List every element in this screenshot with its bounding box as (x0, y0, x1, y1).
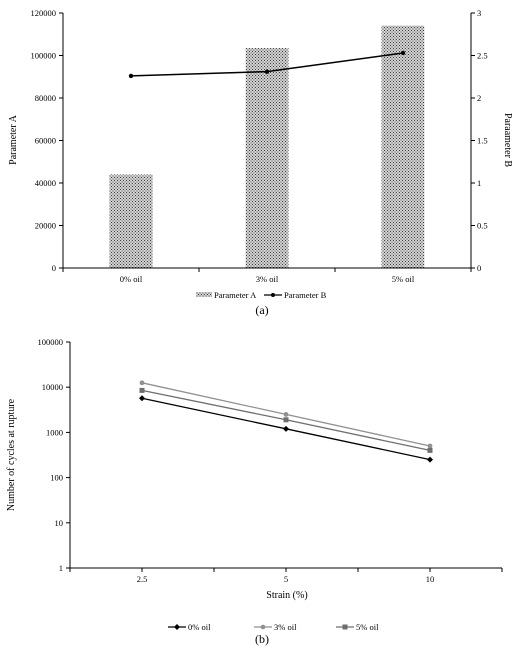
y-tick-label: 40000 (35, 178, 56, 188)
point-0-oil-10 (427, 456, 433, 463)
point-3-oil-10 (427, 443, 433, 449)
legend-marker-parameter-b (271, 293, 275, 297)
point-5-oil-5 (283, 417, 289, 423)
x-tick-label: 2.5 (137, 574, 148, 584)
y-tick-label: 1000 (46, 427, 63, 437)
chart-a-y2-ticks: 0 0.5 1 1.5 2 2.5 3 (471, 8, 488, 273)
y-tick-label: 120000 (31, 8, 57, 18)
chart-b-x-ticks: 2.5 5 10 (137, 574, 435, 584)
y2-tick-label: 1 (477, 178, 481, 188)
chart-b-legend: 0% oil 3% oil 5% oil (168, 622, 379, 632)
chart-b-panel-label: (b) (255, 632, 269, 646)
chart-a: 0 20000 40000 60000 80000 100000 120000 0 0.5 1 1… (8, 8, 513, 317)
chart-a-line-series (128, 50, 406, 79)
chart-a-legend: Parameter A Parameter B (196, 290, 327, 300)
x-tick-label: 5 (284, 574, 288, 584)
chart-b-series (139, 380, 433, 463)
y2-tick-label: 0.5 (477, 221, 488, 231)
y2-tick-label: 0 (477, 263, 481, 273)
point-parameter-b-3-oil (264, 69, 270, 74)
legend-label-parameter-a: Parameter A (214, 290, 257, 300)
chart-a-panel-label: (a) (255, 303, 268, 317)
y-tick-label: 10 (55, 518, 64, 528)
point-0-oil-5 (283, 425, 289, 432)
y-tick-label: 10000 (42, 382, 63, 392)
chart-a-y2-axis-title: Paraameter B (502, 113, 513, 167)
chart-a-x-ticks: 0% oil 3% oil 5% oil (62, 268, 472, 284)
y-tick-label: 1 (59, 563, 63, 573)
x-tick-label: 0% oil (120, 274, 143, 284)
point-5-oil-10 (427, 447, 433, 453)
chart-a-y-ticks: 0 20000 40000 60000 80000 100000 120000 (31, 8, 63, 273)
chart-a-bars (109, 25, 425, 268)
chart-b-y-ticks: 1 10 100 1000 10000 100000 (38, 337, 70, 573)
y-tick-label: 20000 (35, 221, 56, 231)
y-tick-label: 100000 (31, 51, 57, 61)
bar-parameter-a-0-oil (109, 174, 153, 268)
y2-tick-label: 2 (477, 93, 481, 103)
point-parameter-b-5-oil (400, 50, 406, 56)
y2-tick-label: 3 (477, 8, 481, 18)
y-tick-label: 100 (50, 473, 63, 483)
legend-label-0-oil: 0% oil (188, 622, 211, 632)
x-tick-label: 5% oil (392, 274, 415, 284)
point-3-oil-2-5 (139, 380, 145, 386)
point-0-oil-2-5 (139, 395, 145, 402)
y-tick-label: 100000 (38, 337, 64, 347)
x-tick-label: 3% oil (256, 274, 279, 284)
bar-parameter-a-3-oil (245, 48, 289, 268)
chart-b-x-minor-ticks (69, 568, 503, 572)
legend-marker-5-oil (342, 624, 348, 630)
legend-swatch-parameter-a (196, 292, 212, 297)
y2-tick-label: 2.5 (477, 51, 488, 61)
legend-label-5-oil: 5% oil (356, 622, 379, 632)
chart-a-y-axis-title: Parameter A (8, 114, 19, 164)
x-tick-label: 10 (426, 574, 435, 584)
legend-label-3-oil: 3% oil (274, 622, 297, 632)
point-3-oil-5 (283, 412, 289, 417)
chart-b-x-axis-title: Strain (%) (266, 590, 307, 601)
bar-parameter-a-5-oil (381, 25, 425, 268)
y-tick-label: 80000 (35, 93, 56, 103)
y-tick-label: 0 (52, 263, 56, 273)
chart-b-y-axis-title: Number of cycles at rupture (6, 398, 17, 511)
legend-marker-0-oil (174, 624, 180, 630)
legend-label-parameter-b: Parameter B (284, 290, 327, 300)
y-tick-label: 60000 (35, 136, 56, 146)
point-parameter-b-0-oil (128, 73, 134, 79)
point-5-oil-2-5 (139, 387, 145, 393)
legend-marker-3-oil (260, 624, 266, 630)
y2-tick-label: 1.5 (477, 136, 488, 146)
